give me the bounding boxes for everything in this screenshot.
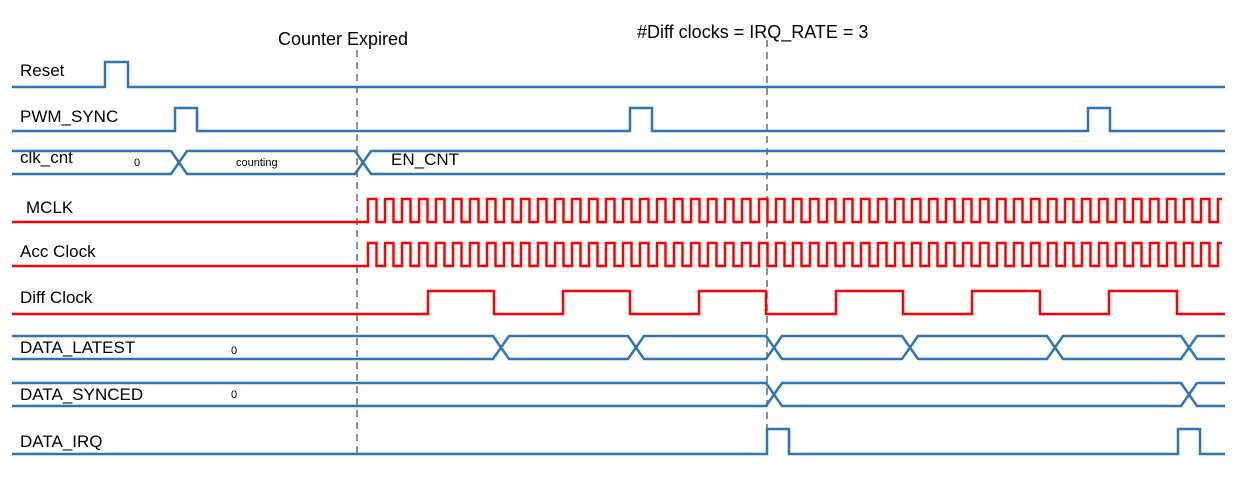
clk-cnt-en-cnt-value: EN_CNT bbox=[391, 150, 459, 169]
diff-clocks-annotation: #Diff clocks = IRQ_RATE = 3 bbox=[637, 22, 868, 43]
clk-cnt-waveform bbox=[12, 151, 1225, 174]
mclk-waveform bbox=[12, 199, 1222, 222]
reset-label: Reset bbox=[20, 61, 65, 80]
mclk-label: MCLK bbox=[26, 198, 74, 217]
acc-clock-label: Acc Clock bbox=[20, 242, 96, 261]
diff-clock-label: Diff Clock bbox=[20, 288, 93, 307]
data-latest-label: DATA_LATEST bbox=[20, 338, 135, 357]
pwm-sync-waveform bbox=[12, 108, 1225, 131]
data-synced-waveform bbox=[12, 383, 1225, 406]
clk-cnt-counting-value: counting bbox=[236, 157, 278, 169]
diff-clock-waveform bbox=[12, 291, 1225, 314]
clk-cnt-initial-value: 0 bbox=[134, 157, 140, 169]
acc-clock-waveform bbox=[12, 243, 1222, 266]
data-irq-waveform bbox=[12, 429, 1225, 454]
data-synced-label: DATA_SYNCED bbox=[20, 385, 143, 404]
pwm-sync-label: PWM_SYNC bbox=[20, 107, 118, 126]
data-latest-initial-value: 0 bbox=[231, 345, 237, 357]
data-latest-waveform bbox=[12, 336, 1225, 359]
reset-waveform bbox=[12, 62, 1225, 87]
data-irq-label: DATA_IRQ bbox=[20, 432, 103, 451]
data-synced-initial-value: 0 bbox=[231, 389, 237, 401]
counter-expired-annotation: Counter Expired bbox=[278, 29, 408, 49]
